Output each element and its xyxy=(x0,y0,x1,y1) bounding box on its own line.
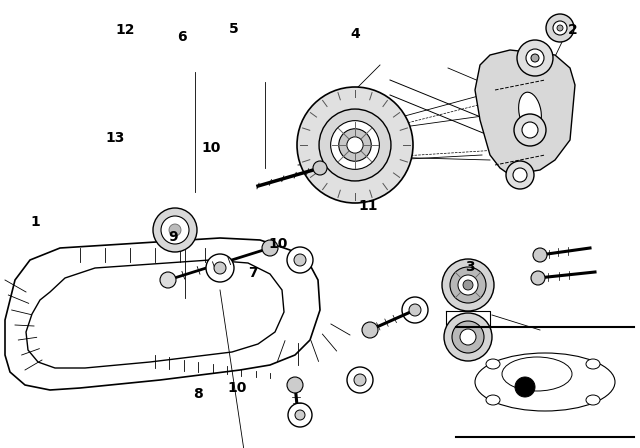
Text: 8: 8 xyxy=(193,387,204,401)
Ellipse shape xyxy=(518,92,541,132)
Circle shape xyxy=(513,168,527,182)
Circle shape xyxy=(452,321,484,353)
Polygon shape xyxy=(26,260,284,368)
Circle shape xyxy=(522,122,538,138)
Ellipse shape xyxy=(502,357,572,391)
Circle shape xyxy=(409,304,421,316)
Circle shape xyxy=(160,272,176,288)
Text: 9: 9 xyxy=(168,230,178,245)
Circle shape xyxy=(295,410,305,420)
Ellipse shape xyxy=(343,93,357,197)
Circle shape xyxy=(287,377,303,393)
Circle shape xyxy=(506,161,534,189)
Circle shape xyxy=(347,137,363,153)
Circle shape xyxy=(153,208,197,252)
Circle shape xyxy=(294,254,306,266)
Text: 7: 7 xyxy=(248,266,258,280)
Text: 10: 10 xyxy=(269,237,288,251)
Circle shape xyxy=(340,134,360,155)
Circle shape xyxy=(546,14,574,42)
Circle shape xyxy=(458,275,478,295)
Circle shape xyxy=(362,322,378,338)
Circle shape xyxy=(297,87,413,203)
Text: 1: 1 xyxy=(30,215,40,229)
Circle shape xyxy=(288,403,312,427)
Text: 12: 12 xyxy=(115,23,134,38)
Circle shape xyxy=(331,121,380,169)
Polygon shape xyxy=(475,50,575,175)
Text: 10: 10 xyxy=(227,380,246,395)
Circle shape xyxy=(533,248,547,262)
Ellipse shape xyxy=(486,359,500,369)
Polygon shape xyxy=(5,238,320,390)
Ellipse shape xyxy=(586,359,600,369)
Circle shape xyxy=(514,114,546,146)
Text: 10: 10 xyxy=(202,141,221,155)
Ellipse shape xyxy=(475,353,615,411)
Circle shape xyxy=(402,297,428,323)
Circle shape xyxy=(347,367,373,393)
Circle shape xyxy=(319,109,391,181)
Circle shape xyxy=(339,129,371,161)
Circle shape xyxy=(557,25,563,31)
Text: 4: 4 xyxy=(350,26,360,41)
Circle shape xyxy=(531,54,539,62)
Text: 13: 13 xyxy=(106,131,125,145)
Circle shape xyxy=(287,247,313,273)
Circle shape xyxy=(161,216,189,244)
Circle shape xyxy=(444,313,492,361)
Circle shape xyxy=(262,240,278,256)
Ellipse shape xyxy=(486,395,500,405)
Circle shape xyxy=(517,40,553,76)
Circle shape xyxy=(214,262,226,274)
Circle shape xyxy=(553,21,567,35)
Circle shape xyxy=(531,271,545,285)
Circle shape xyxy=(450,267,486,303)
Text: 3: 3 xyxy=(465,259,476,274)
Circle shape xyxy=(206,254,234,282)
Text: 6: 6 xyxy=(177,30,188,44)
Circle shape xyxy=(354,374,366,386)
Text: 2: 2 xyxy=(568,23,578,38)
Circle shape xyxy=(526,49,544,67)
Circle shape xyxy=(313,161,327,175)
Text: 5: 5 xyxy=(228,22,239,36)
Circle shape xyxy=(442,259,494,311)
Circle shape xyxy=(169,224,181,236)
Text: 11: 11 xyxy=(358,199,378,213)
Circle shape xyxy=(463,280,473,290)
Ellipse shape xyxy=(586,395,600,405)
Circle shape xyxy=(460,329,476,345)
Circle shape xyxy=(515,377,535,397)
